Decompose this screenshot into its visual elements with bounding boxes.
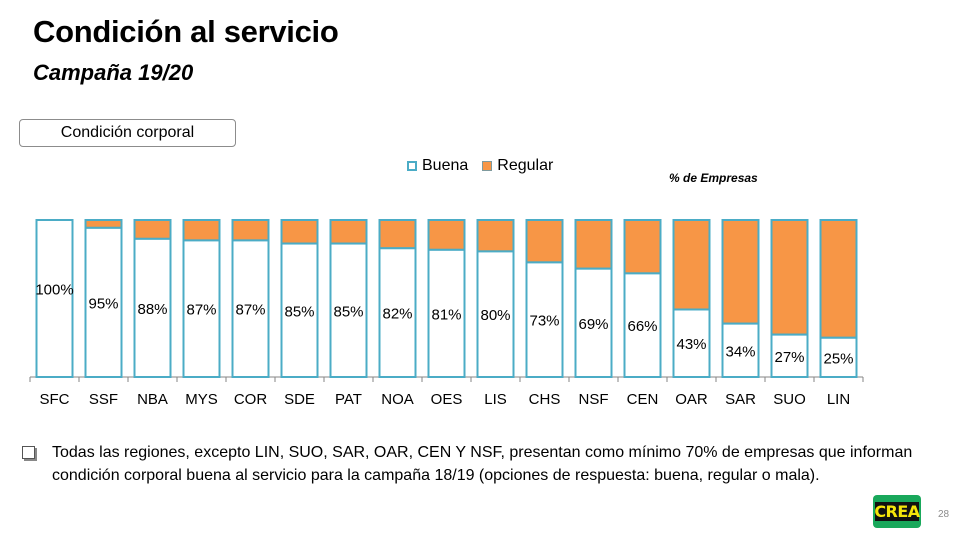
crea-logo-text: CREA [874,502,920,521]
page-number: 28 [938,509,950,520]
legend-label-buena: Buena [422,157,469,174]
data-label-oar: 43% [676,336,706,353]
section-label-box: Condición corporal [19,119,236,147]
data-label-cor: 87% [235,302,265,319]
stacked-bar-chart: 100% SFC 95% SSF 88% NBA 87% MYS 87% COR 85% SDE 85%… [29,219,864,408]
bar-regular-noa [378,219,417,250]
x-tick-label-cen: CEN [627,391,659,408]
x-tick-label-chs: CHS [529,391,561,408]
x-tick-label-cor: COR [234,391,268,408]
data-label-sde: 85% [284,303,314,320]
bar-buena-pat [329,242,368,378]
legend-item-buena: Buena [407,157,468,175]
bullet-text: Todas las regiones, excepto LIN, SUO, SA… [52,444,913,484]
legend-swatch-buena [407,161,417,171]
bar-regular-ssf [84,219,123,229]
bar-buena-lin [819,336,858,378]
bar-regular-nsf [574,219,613,270]
x-tick-label-sar: SAR [725,391,756,408]
x-tick-label-pat: PAT [335,391,362,408]
bar-buena-sde [280,242,319,378]
data-label-nba: 88% [137,301,167,318]
slide-title: Condición al servicio [33,14,339,49]
bar-regular-lis [476,219,515,253]
bar-buena-sar [721,322,760,379]
data-label-noa: 82% [382,306,412,323]
bar-buena-noa [378,247,417,379]
bar-regular-chs [525,219,564,264]
x-tick-label-noa: NOA [381,391,414,408]
data-label-nsf: 69% [578,316,608,333]
bar-regular-oar [672,219,711,311]
x-tick-label-mys: MYS [185,391,218,408]
bar-regular-cor [231,219,270,242]
crea-logo: CREA [873,495,921,528]
data-label-oes: 81% [431,306,461,323]
bar-regular-sde [280,219,319,245]
unit-note: % de Empresas [669,171,758,185]
data-label-suo: 27% [774,349,804,366]
bar-buena-chs [525,261,564,378]
bar-regular-sar [721,219,760,325]
bar-regular-oes [427,219,466,251]
bar-regular-lin [819,219,858,339]
bar-regular-pat [329,219,368,245]
x-tick-label-oar: OAR [675,391,708,408]
data-label-ssf: 95% [88,295,118,312]
chart-legend: Buena Regular [407,157,567,175]
data-label-lin: 25% [823,350,853,367]
bar-buena-nba [133,237,172,379]
data-label-chs: 73% [529,313,559,330]
bar-buena-mys [182,239,221,378]
x-tick-label-oes: OES [431,391,463,408]
bar-buena-nsf [574,267,613,378]
x-tick-label-sfc: SFC [40,391,70,408]
bullet-point: Todas las regiones, excepto LIN, SUO, SA… [22,441,952,487]
bar-buena-suo [770,333,809,378]
bar-buena-sfc [35,219,74,378]
bar-buena-oes [427,248,466,378]
legend-swatch-regular [482,161,493,171]
data-label-cen: 66% [627,318,657,335]
checkbox-bullet-icon [22,446,35,459]
legend-label-regular: Regular [497,157,554,174]
x-tick-label-lin: LIN [827,391,850,408]
bar-buena-ssf [84,226,123,378]
x-tick-label-sde: SDE [284,391,315,408]
bar-regular-nba [133,219,172,240]
data-label-pat: 85% [333,303,363,320]
legend-item-regular: Regular [482,157,553,175]
bar-buena-cen [623,272,662,378]
x-tick-label-lis: LIS [484,391,507,408]
bar-regular-cen [623,219,662,275]
bar-buena-lis [476,250,515,378]
x-tick-label-ssf: SSF [89,391,118,408]
bar-regular-mys [182,219,221,242]
data-label-sfc: 100% [35,282,73,299]
data-label-mys: 87% [186,302,216,319]
bar-buena-cor [231,239,270,378]
x-tick-label-suo: SUO [773,391,806,408]
bar-regular-suo [770,219,809,336]
bar-buena-oar [672,308,711,378]
x-tick-label-nsf: NSF [579,391,609,408]
x-tick-label-nba: NBA [137,391,168,408]
data-label-sar: 34% [725,343,755,360]
data-label-lis: 80% [480,307,510,324]
slide-subtitle: Campaña 19/20 [33,60,194,85]
